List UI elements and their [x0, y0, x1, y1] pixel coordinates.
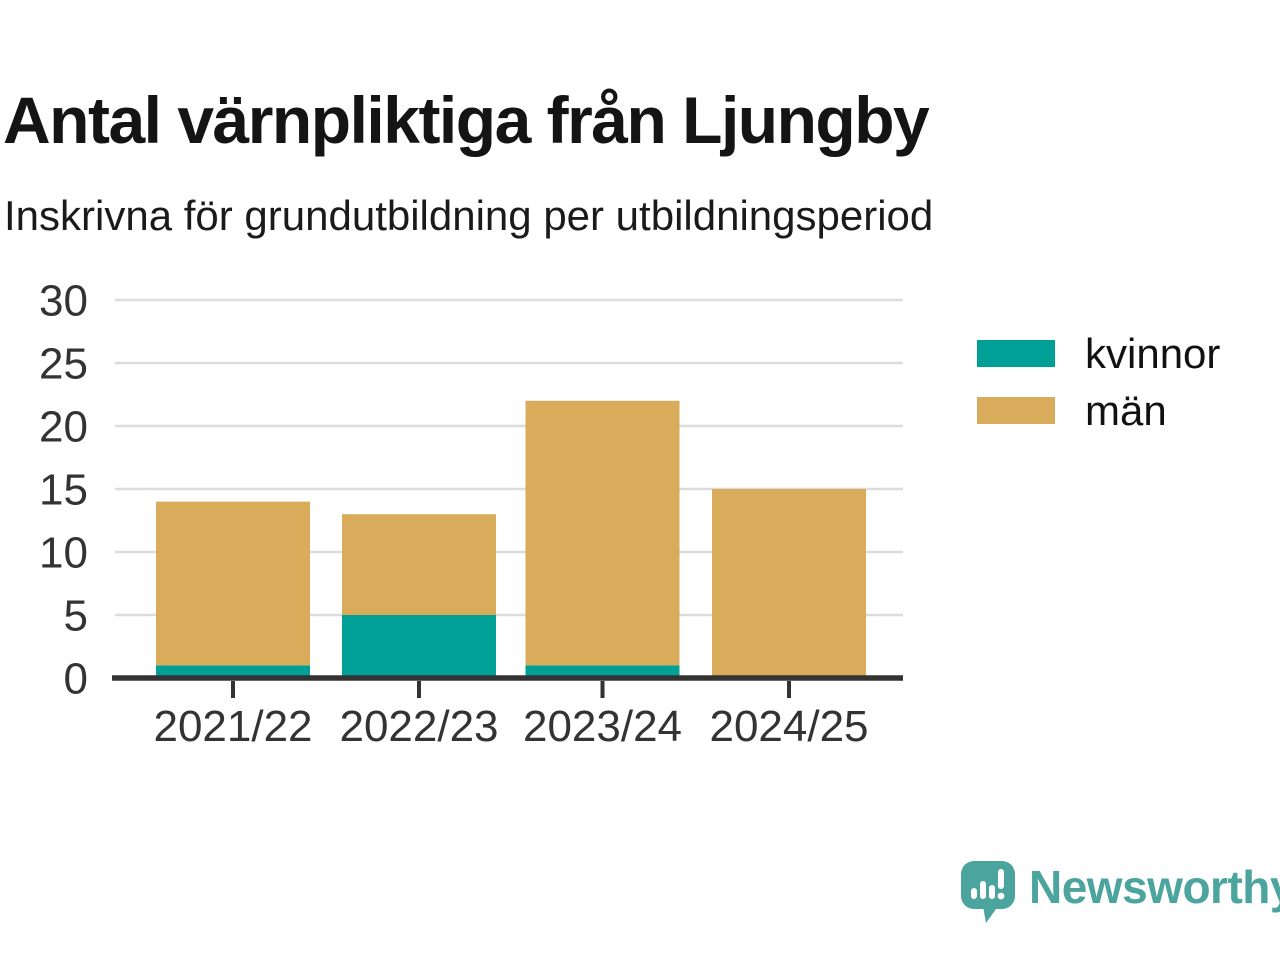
legend-label-kvinnor: kvinnor [1085, 329, 1221, 377]
bar-segment-kvinnor-2023/24 [525, 665, 680, 678]
y-tick-label-25: 25 [39, 339, 88, 388]
kvinnor-swatch-icon [977, 340, 1055, 367]
bar-segment-män-2023/24 [525, 400, 680, 666]
x-tick-label-2022/23: 2022/23 [339, 702, 498, 751]
bar-segment-män-2024/25 [712, 489, 866, 678]
x-tick-label-2024/25: 2024/25 [709, 702, 868, 751]
y-tick-label-0: 0 [64, 654, 88, 703]
man-swatch-icon [977, 397, 1055, 424]
y-tick-label-20: 20 [39, 402, 88, 451]
chart-subtitle: Inskrivna för grundutbildning per utbild… [4, 192, 934, 239]
x-tick-label-2021/22: 2021/22 [153, 702, 312, 751]
x-tick-label-2023/24: 2023/24 [523, 702, 682, 751]
newsworthy-logo: Newsworthy [961, 861, 1280, 925]
y-tick-label-10: 10 [39, 528, 88, 577]
legend-item-kvinnor: kvinnor [977, 332, 1220, 374]
legend-item-man: män [977, 389, 1220, 431]
newsworthy-wordmark: Newsworthy [1029, 861, 1280, 913]
y-tick-label-15: 15 [39, 465, 88, 514]
bar-segment-kvinnor-2022/23 [342, 615, 496, 678]
bar-segment-kvinnor-2021/22 [156, 665, 310, 678]
bar-chart-speech-bubble-icon [961, 861, 1015, 923]
y-tick-label-5: 5 [64, 591, 88, 640]
legend: kvinnor män [977, 332, 1220, 454]
bar-segment-män-2021/22 [156, 501, 310, 666]
legend-label-man: män [1085, 386, 1167, 434]
y-tick-label-30: 30 [39, 276, 88, 325]
bar-segment-män-2022/23 [342, 514, 496, 615]
chart-title: Antal värnpliktiga från Ljungby [3, 83, 930, 158]
